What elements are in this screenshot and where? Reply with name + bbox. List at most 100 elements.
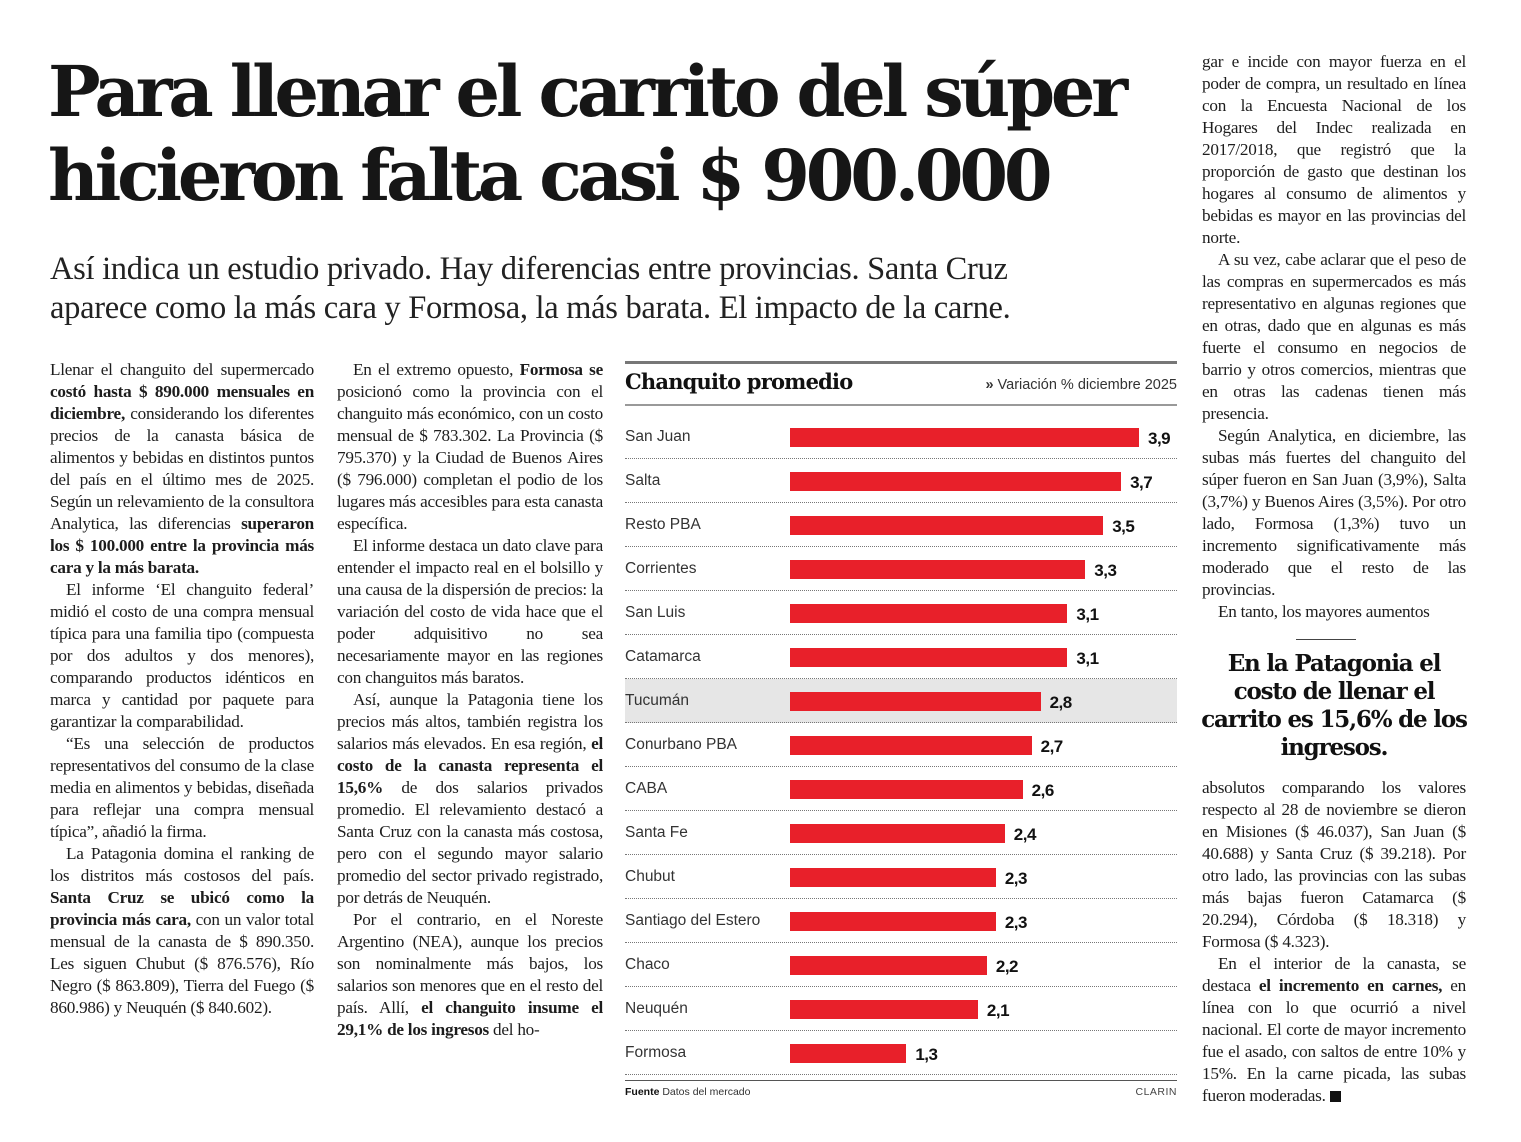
paragraph: Según Analytica, en diciembre, las subas… <box>1202 425 1466 601</box>
category-label: CABA <box>625 780 668 797</box>
chart-row: Formosa 1,3 <box>625 1031 1177 1075</box>
value-label: 2,4 <box>1013 825 1037 844</box>
paragraph: El informe ‘El changuito federal’ midió … <box>50 579 314 733</box>
text: La Patagonia domina el ranking de los di… <box>50 844 314 885</box>
category-label: Chaco <box>625 956 670 973</box>
article-column-1: Llenar el changuito del supermercado cos… <box>50 359 314 1019</box>
value-label: 2,1 <box>986 1001 1010 1020</box>
subheadline: Así indica un estudio privado. Hay difer… <box>50 250 1190 328</box>
bar <box>790 736 1032 755</box>
chart-credit: CLARIN <box>1135 1086 1177 1098</box>
chart-row: Conurbano PBA 2,7 <box>625 723 1177 767</box>
bold-text: Formosa se <box>519 360 604 379</box>
chart-row: San Juan 3,9 <box>625 415 1177 459</box>
category-label: San Juan <box>625 428 691 445</box>
paragraph: Así, aunque la Patagonia tiene los preci… <box>337 689 603 909</box>
text: Llenar el changuito del supermercado <box>50 360 314 379</box>
bar <box>790 868 996 887</box>
chart-title: Chanquito promedio <box>625 369 853 394</box>
value-label: 3,3 <box>1094 561 1117 580</box>
bar <box>790 780 1023 799</box>
value-label: 2,3 <box>1004 913 1028 932</box>
text: Por el contrario, en el Noreste Argentin… <box>337 910 603 1017</box>
text: Según Analytica, en diciembre, las subas… <box>1202 426 1466 599</box>
bar <box>790 472 1122 491</box>
category-label: Formosa <box>625 1044 687 1061</box>
chart-footer-rule <box>625 1080 1177 1081</box>
paragraph: El informe destaca un dato clave para en… <box>337 535 603 689</box>
chart-row: Chubut 2,3 <box>625 855 1177 899</box>
chart-row: Corrientes 3,3 <box>625 547 1177 591</box>
pull-quote: En la Patagonia el costo de llenar el ca… <box>1201 650 1468 761</box>
bar <box>790 516 1104 535</box>
paragraph: En el extremo opuesto, Formosa se posici… <box>337 359 603 535</box>
text: En tanto, los mayores aumentos <box>1218 602 1430 621</box>
value-label: 1,3 <box>915 1045 938 1064</box>
chart-rows: San Juan 3,9 Salta 3,7 Resto PBA 3,5 Corriente… <box>625 415 1177 1075</box>
chart-row: Salta 3,7 <box>625 459 1177 503</box>
text: de dos salarios privados promedio. El re… <box>337 778 603 907</box>
chart-header-rule <box>625 404 1177 406</box>
value-label: 2,7 <box>1040 737 1064 756</box>
chart-source: Fuente Datos del mercado <box>625 1086 750 1098</box>
text: El informe destaca un dato clave para en… <box>337 536 603 687</box>
source-text: Datos del mercado <box>662 1086 751 1098</box>
subheadline-line: aparece como la más cara y Formosa, la m… <box>50 290 1011 326</box>
chart-row: Santa Fe 2,4 <box>625 811 1177 855</box>
bar <box>790 824 1005 843</box>
paragraph: “Es una selección de productos represent… <box>50 733 314 843</box>
end-mark-icon <box>1329 1091 1341 1102</box>
chevron-icon: » <box>985 377 994 393</box>
bar <box>790 956 987 975</box>
paragraph: Llenar el changuito del supermercado cos… <box>50 359 314 579</box>
text: “Es una selección de productos represent… <box>50 734 314 841</box>
bold-text: costó hasta $ 890.000 mensuales en dicie… <box>50 382 314 423</box>
paragraph: gar e incide con mayor fuerza en el pode… <box>1202 51 1466 249</box>
category-label: Neuquén <box>625 1000 688 1017</box>
bar-chart: Chanquito promedio » Variación % diciembr… <box>625 361 1177 1101</box>
text: con un valor total mensual de la canasta… <box>50 910 314 1017</box>
value-label: 3,1 <box>1076 649 1099 668</box>
value-label: 2,2 <box>995 957 1019 976</box>
value-label: 3,5 <box>1112 517 1135 536</box>
bold-text: Santa Cruz se ubicó como la provincia má… <box>50 888 314 929</box>
bar <box>790 428 1139 447</box>
chart-top-rule <box>625 361 1177 364</box>
bar <box>790 604 1068 623</box>
chart-row: Resto PBA 3,5 <box>625 503 1177 547</box>
text: del ho- <box>489 1020 540 1039</box>
category-label: Salta <box>625 472 661 489</box>
headline-line: hicieron falta casi $ 900.000 <box>48 134 1053 217</box>
category-label: Tucumán <box>625 692 690 709</box>
text: El informe ‘El changuito federal’ midió … <box>50 580 314 731</box>
category-label: Santiago del Estero <box>625 912 761 929</box>
bar <box>790 560 1086 579</box>
value-label: 2,8 <box>1049 693 1073 712</box>
paragraph: En tanto, los mayores aumentos <box>1202 601 1466 623</box>
text: A su vez, cabe aclarar que el peso de la… <box>1202 250 1466 423</box>
headline: Para llenar el carrito del súper hiciero… <box>48 50 1188 218</box>
category-label: Conurbano PBA <box>625 736 738 753</box>
paragraph: A su vez, cabe aclarar que el peso de la… <box>1202 249 1466 425</box>
chart-row: Neuquén 2,1 <box>625 987 1177 1031</box>
paragraph: En el interior de la canasta, se destaca… <box>1202 953 1466 1107</box>
text: En el interior de la canasta, se destaca <box>1202 954 1466 995</box>
bar <box>790 912 996 931</box>
category-label: Santa Fe <box>625 824 688 841</box>
text: En el extremo opuesto, <box>353 360 520 379</box>
value-label: 3,7 <box>1130 473 1153 492</box>
value-label: 2,3 <box>1004 869 1028 888</box>
bar <box>790 1000 978 1019</box>
chart-row: San Luis 3,1 <box>625 591 1177 635</box>
bold-text: el incremento en carnes, <box>1258 976 1443 995</box>
bar <box>790 648 1068 667</box>
chart-row: CABA 2,6 <box>625 767 1177 811</box>
chart-subtitle: » Variación % diciembre 2025 <box>985 377 1177 393</box>
text: absolutos comparando los valores respect… <box>1202 778 1466 951</box>
paragraph: La Patagonia domina el ranking de los di… <box>50 843 314 1019</box>
chart-row: Tucumán 2,8 <box>625 679 1177 723</box>
article-column-3-bottom: absolutos comparando los valores respect… <box>1202 777 1466 1107</box>
bold-text: el costo de la canasta representa el 15,… <box>337 734 603 797</box>
headline-line: Para llenar el carrito del súper <box>48 50 1128 133</box>
bold-text: el changuito insume el 29,1% de los ingr… <box>337 998 603 1039</box>
